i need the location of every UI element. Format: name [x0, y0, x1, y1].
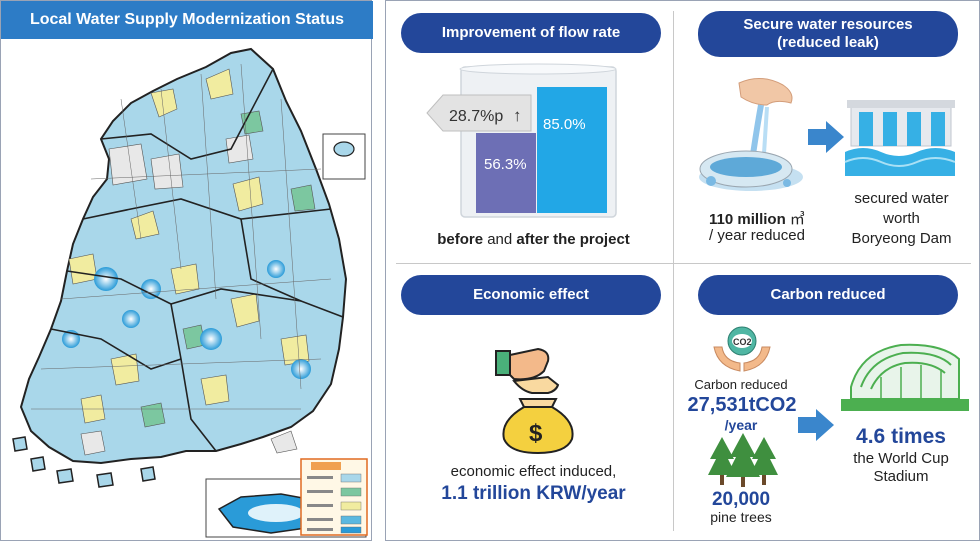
- yellow-regions: [68, 68, 310, 424]
- economic-heading: Economic effect: [401, 275, 661, 315]
- map-legend: [300, 458, 368, 536]
- flow-rate-heading: Improvement of flow rate: [401, 13, 661, 53]
- flow-rate-chart: 28.7%p ↑ 56.3% 85.0%: [426, 63, 617, 218]
- map-panel: Local Water Supply Modernization Status: [0, 0, 373, 541]
- stadium-line2: Stadium: [873, 468, 929, 485]
- after-value: 85.0%: [543, 116, 586, 133]
- stadium-icon: [841, 343, 969, 411]
- co2-icon-label: CO2: [733, 337, 752, 347]
- economic-value: 1.1 trillion KRW/year: [441, 483, 626, 504]
- caption-after: after the project: [516, 231, 630, 248]
- trees-label: pine trees: [710, 509, 772, 525]
- cubic-meter-unit: ㎥: [789, 211, 805, 228]
- before-value: 56.3%: [484, 156, 527, 173]
- map-title: Local Water Supply Modernization Status: [1, 1, 373, 39]
- trees-value: 20,000: [711, 489, 771, 510]
- divider-vertical: [673, 11, 674, 531]
- green-regions: [140, 110, 316, 428]
- up-arrow-icon: ↑: [513, 106, 522, 125]
- divider-horizontal: [396, 263, 971, 264]
- water-resources-heading: Secure water resources (reduced leak): [698, 11, 958, 57]
- islands: [12, 436, 156, 488]
- money-bag-icon: $: [495, 347, 574, 455]
- caption-before: before: [437, 231, 484, 248]
- peninsula-shape: [19, 47, 348, 465]
- dollar-icon: $: [529, 420, 543, 447]
- water-amount: 110 million ㎥: [709, 211, 805, 228]
- water-hands-icon: [699, 78, 803, 191]
- carbon-value: 27,531tCO2: [687, 394, 797, 416]
- stadium-caption: the World Cup Stadium: [826, 450, 976, 486]
- result-line2: worth: [883, 210, 920, 227]
- pine-trees-icon: [708, 433, 778, 487]
- after-bar: [537, 87, 607, 213]
- effects-panel: Improvement of flow rate 28.7%p ↑ 56.3% …: [385, 0, 980, 541]
- stadium-line1: the World Cup: [853, 450, 949, 467]
- water-period: / year reduced: [709, 227, 805, 244]
- grey-regions: [80, 134, 298, 456]
- arrow-right-icon-2: [798, 409, 834, 441]
- caption-and: and: [483, 231, 517, 248]
- result-line1: secured water: [854, 190, 949, 207]
- carbon-heading: Carbon reduced: [698, 275, 958, 315]
- water-result: secured water worth Boryeong Dam: [834, 189, 969, 249]
- carbon-period: /year: [724, 417, 758, 433]
- carbon-reduced-label: Carbon reduced: [694, 377, 788, 392]
- stadium-value: 4.6 times: [856, 425, 946, 448]
- co2-hands-icon: CO2: [713, 326, 771, 372]
- result-line3: Boryeong Dam: [851, 230, 952, 247]
- water-heading-line2: (reduced leak): [777, 34, 879, 51]
- province-borders: [50, 68, 344, 452]
- korea-map: [12, 47, 368, 538]
- increase-arrow-shape: [426, 94, 532, 132]
- water-heading-line1: Secure water resources: [743, 16, 913, 33]
- economic-caption: economic effect induced,: [450, 463, 617, 480]
- district-lines: [31, 63, 332, 410]
- increase-label: 28.7%p: [449, 108, 503, 125]
- arrow-right-icon: [808, 121, 844, 153]
- before-bar: [476, 133, 536, 213]
- dam-icon: [844, 100, 956, 176]
- flow-rate-caption: before and after the project: [406, 231, 661, 248]
